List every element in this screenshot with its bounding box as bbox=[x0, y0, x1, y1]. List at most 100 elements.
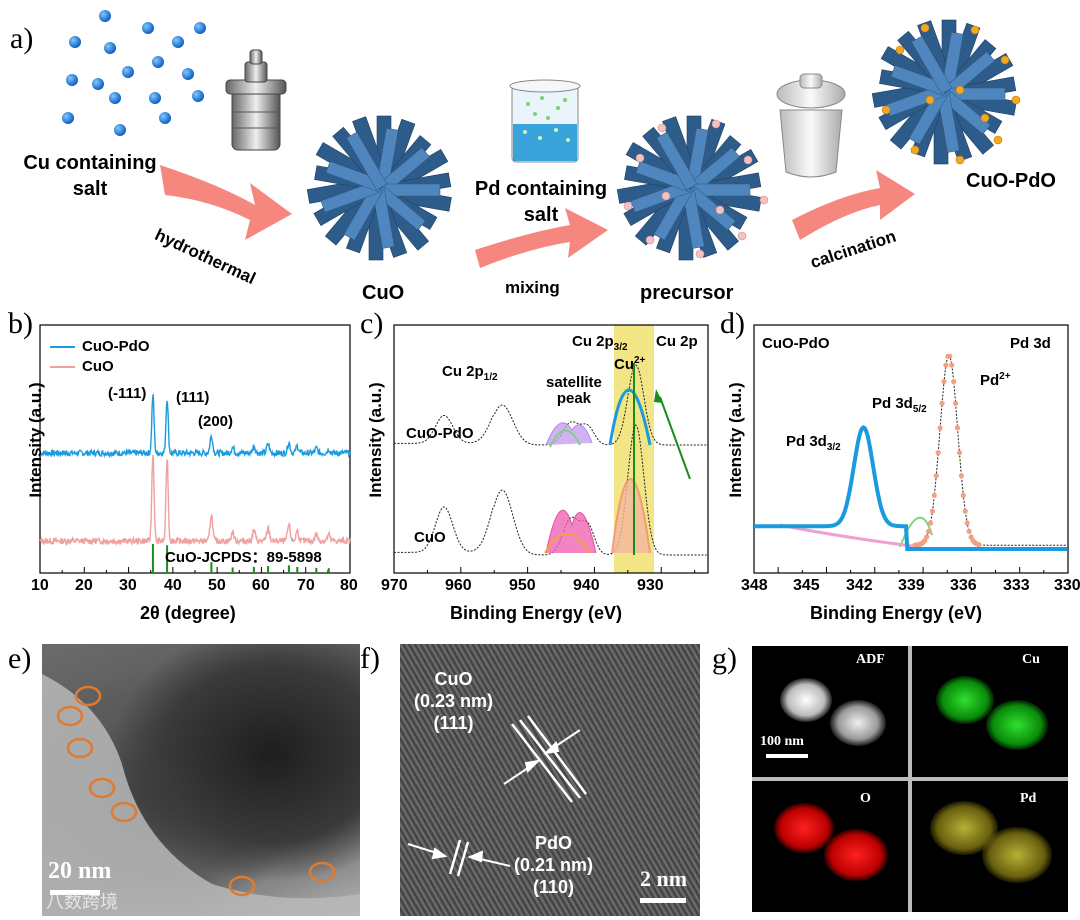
d-xtick: 333 bbox=[1003, 577, 1030, 594]
hrtem-image: CuO (0.23 nm) (111) PdO (0.21 nm) (110) … bbox=[400, 644, 700, 916]
fit-satellite-top bbox=[545, 422, 593, 446]
c-xlabel: Binding Energy (eV) bbox=[450, 603, 623, 623]
panel-c-chart bbox=[393, 324, 709, 574]
fit-main-bot bbox=[611, 478, 651, 554]
map-pd: Pd bbox=[912, 781, 1068, 912]
fit-green-top bbox=[549, 429, 581, 448]
f-cuo3: (111) bbox=[433, 713, 474, 733]
legend-cuo-pdo: CuO-PdO bbox=[82, 338, 150, 355]
panel-b-label: b) bbox=[8, 307, 33, 340]
panel-b-chart bbox=[39, 324, 351, 574]
panel-e: e) 20 nm 八数跨境 bbox=[0, 640, 370, 920]
d-xtick: 342 bbox=[846, 577, 873, 594]
b-xticks: 10 20 30 40 50 60 70 80 bbox=[31, 577, 358, 595]
c-curve-top: CuO-PdO bbox=[406, 425, 474, 442]
pd-label: Pd bbox=[1020, 791, 1037, 806]
map-cu: Cu bbox=[912, 646, 1068, 777]
arrow-hydrothermal bbox=[160, 165, 292, 240]
panel-f-label: f) bbox=[360, 642, 380, 675]
d-xticks: 348 345 342 339 336 333 330 bbox=[741, 577, 1080, 595]
cuo-label: CuO bbox=[362, 282, 405, 304]
jcpds-lines bbox=[151, 544, 330, 573]
peak-m111: (-111) bbox=[108, 385, 147, 402]
d-pd52: Pd 3d5/2 bbox=[872, 395, 927, 415]
f-pdo1: PdO bbox=[535, 833, 573, 853]
fit-satellite-bot bbox=[545, 509, 597, 554]
c-xtick: 950 bbox=[509, 577, 536, 594]
b-xtick: 80 bbox=[340, 577, 358, 594]
cu-salt-label: Cu containing salt bbox=[10, 150, 170, 202]
fit-pd-pink bbox=[779, 523, 921, 549]
e-watermark: 八数跨境 bbox=[46, 892, 118, 912]
mixing-label: mixing bbox=[505, 278, 560, 297]
o-label: O bbox=[860, 791, 871, 806]
c-cu2plus: Cu2+ bbox=[614, 355, 646, 373]
panel-e-label: e) bbox=[8, 642, 32, 675]
c-xtick: 970 bbox=[381, 577, 408, 594]
d-xtick: 339 bbox=[898, 577, 925, 594]
f-cuo-label: CuO (0.23 nm) (111) bbox=[414, 668, 493, 734]
eds-grid: ADF 100 nm Cu O Pd bbox=[752, 646, 1068, 912]
panel-b: b) CuO-PdO CuO (-111) (111) (200) CuO-JC… bbox=[0, 305, 360, 635]
c-xtick: 930 bbox=[637, 577, 664, 594]
panel-g-label: g) bbox=[712, 642, 737, 675]
panel-c-label: c) bbox=[360, 307, 384, 340]
fit-main-top bbox=[608, 388, 652, 446]
d-ylabel: Intensity (a.u.) bbox=[726, 382, 745, 498]
f-scale: 2 nm bbox=[640, 866, 688, 891]
peak-200: (200) bbox=[198, 413, 234, 430]
map-adf: ADF 100 nm bbox=[752, 646, 908, 777]
c-ylabel: Intensity (a.u.) bbox=[366, 382, 385, 498]
pd-salt-label: Pd containing salt bbox=[458, 176, 624, 228]
fit-pd-green bbox=[899, 516, 933, 548]
adf-label: ADF bbox=[856, 652, 885, 667]
d-pd32: Pd 3d3/2 bbox=[786, 433, 841, 453]
c-cu2p: Cu 2p bbox=[656, 333, 698, 350]
tem-image: 20 nm bbox=[42, 644, 360, 916]
b-xtick: 50 bbox=[208, 577, 226, 594]
shift-arrow bbox=[659, 396, 691, 480]
c-cu2p12: Cu 2p1/2 bbox=[442, 363, 498, 383]
panel-d-label: d) bbox=[720, 307, 745, 340]
d-region: Pd 3d bbox=[1010, 335, 1051, 352]
series-cuo-pdo bbox=[39, 394, 351, 459]
b-xtick: 60 bbox=[252, 577, 270, 594]
f-pdo3: (110) bbox=[533, 877, 575, 897]
cu-salt-dots bbox=[62, 10, 206, 136]
pd-salt-line2: salt bbox=[523, 204, 559, 226]
d-xtick: 348 bbox=[741, 577, 768, 594]
panel-f: f) CuO (0.23 nm) (111) PdO bbox=[360, 640, 720, 920]
panel-d-chart bbox=[753, 324, 1069, 574]
series-cuo bbox=[39, 454, 351, 547]
jcpds-label: CuO-JCPDS：89-5898 bbox=[165, 549, 322, 566]
b-ylabel: Intensity (a.u.) bbox=[26, 382, 45, 498]
c-curve-bot: CuO bbox=[414, 529, 446, 546]
cu-salt-line1: Cu containing bbox=[23, 152, 157, 174]
d-xlabel: Binding Energy (eV) bbox=[810, 603, 983, 623]
cu-salt-line2: salt bbox=[72, 178, 108, 200]
panel-c: c) Cu 2p1/2 Cu 2p3/2 Cu 2p Cu2+ satellit… bbox=[360, 305, 720, 635]
product-dots bbox=[881, 23, 1021, 165]
b-xtick: 10 bbox=[31, 577, 49, 594]
b-xtick: 30 bbox=[119, 577, 137, 594]
d-xtick: 336 bbox=[950, 577, 977, 594]
fit-pd-orange bbox=[912, 353, 982, 548]
c-xtick: 960 bbox=[445, 577, 472, 594]
d-pd2plus: Pd2+ bbox=[980, 371, 1011, 389]
f-pdo2: (0.21 nm) bbox=[514, 855, 594, 875]
d-xtick: 330 bbox=[1054, 577, 1080, 594]
arrow-mixing bbox=[475, 208, 608, 268]
fit-orange-bot bbox=[544, 533, 591, 554]
pd-salt-line1: Pd containing bbox=[474, 178, 608, 200]
peak-111: (111) bbox=[176, 389, 210, 406]
d-sample: CuO-PdO bbox=[762, 335, 830, 352]
beaker-icon bbox=[509, 79, 581, 163]
f-cuo1: CuO bbox=[434, 669, 473, 689]
c-xticks: 970 960 950 940 930 bbox=[381, 577, 708, 595]
panel-a-label: a) bbox=[10, 22, 34, 55]
panel-d: d) CuO-PdO Pd 3d Pd 3d3/2 Pd 3d5/2 Pd2+ … bbox=[720, 305, 1080, 635]
spectrum-pd3d bbox=[754, 354, 1067, 546]
panel-a-graphic bbox=[62, 10, 1021, 268]
autoclave-icon bbox=[225, 49, 287, 151]
f-cuo2: (0.23 nm) bbox=[414, 691, 494, 711]
